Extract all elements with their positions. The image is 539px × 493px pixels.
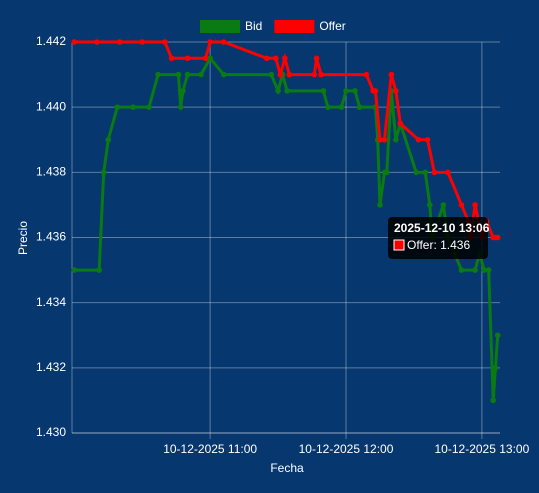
point xyxy=(424,136,431,143)
point xyxy=(494,332,501,339)
point xyxy=(71,267,78,273)
point xyxy=(383,169,390,176)
point xyxy=(372,88,379,94)
point xyxy=(485,267,492,273)
point xyxy=(363,71,370,78)
y-tick-label: 1.434 xyxy=(36,295,66,309)
point xyxy=(352,88,358,94)
point xyxy=(282,55,288,62)
y-tick-label: 1.440 xyxy=(36,99,66,113)
legend-swatch[interactable] xyxy=(200,20,240,33)
y-tick-label: 1.442 xyxy=(36,34,66,48)
x-axis-label: Fecha xyxy=(270,461,304,475)
point xyxy=(311,71,318,78)
point xyxy=(175,71,182,78)
point xyxy=(381,136,388,143)
point xyxy=(458,202,465,208)
point xyxy=(96,267,102,273)
point xyxy=(284,88,290,94)
point xyxy=(184,55,191,62)
point xyxy=(273,55,279,62)
point xyxy=(492,365,499,371)
point xyxy=(490,397,497,404)
point xyxy=(100,169,107,176)
y-tick-label: 1.432 xyxy=(36,360,66,374)
y-tick-label: 1.430 xyxy=(36,425,66,439)
point xyxy=(356,104,363,110)
point xyxy=(168,55,175,62)
x-tick-label: 10-12-2025 13:00 xyxy=(435,442,530,456)
point xyxy=(139,39,146,45)
point xyxy=(180,88,186,94)
point xyxy=(198,71,204,78)
point xyxy=(220,71,227,78)
point xyxy=(431,169,438,176)
point xyxy=(393,88,399,94)
point xyxy=(338,104,345,110)
y-axis-label: Precio xyxy=(16,221,30,255)
point xyxy=(220,39,227,45)
point xyxy=(207,39,213,45)
point xyxy=(440,202,447,208)
point xyxy=(313,55,320,62)
tooltip-title: 2025-12-10 13:06 xyxy=(394,221,490,235)
tooltip-swatch xyxy=(393,239,405,251)
point xyxy=(377,202,383,208)
point xyxy=(413,169,420,176)
point xyxy=(202,55,209,62)
point xyxy=(268,71,275,78)
point xyxy=(94,39,100,45)
point xyxy=(320,88,327,94)
point xyxy=(397,120,404,127)
point xyxy=(116,39,123,45)
point xyxy=(130,104,136,110)
point xyxy=(263,55,270,62)
point xyxy=(275,88,281,94)
y-tick-label: 1.436 xyxy=(36,230,66,244)
y-tick-label: 1.438 xyxy=(36,165,66,179)
x-tick-label: 10-12-2025 12:00 xyxy=(299,442,394,456)
point xyxy=(162,39,168,45)
point xyxy=(445,169,451,176)
point xyxy=(71,39,78,45)
point xyxy=(388,71,395,78)
point xyxy=(481,267,487,273)
point xyxy=(426,202,433,208)
point xyxy=(155,71,161,78)
x-tick-label: 10-12-2025 11:00 xyxy=(163,442,257,456)
point xyxy=(422,169,429,176)
tooltip-text: Offer: 1.436 xyxy=(407,238,470,252)
point xyxy=(458,267,465,273)
point xyxy=(318,71,324,78)
tooltip-box xyxy=(388,217,488,259)
legend-label[interactable]: Offer xyxy=(319,19,345,33)
point xyxy=(286,71,293,78)
point xyxy=(325,104,331,110)
point xyxy=(494,234,501,241)
point xyxy=(114,104,121,110)
tooltip: 2025-12-10 13:06 Offer: 1.436 xyxy=(388,217,490,259)
point xyxy=(472,202,478,208)
point xyxy=(277,71,284,78)
legend-swatch[interactable] xyxy=(274,20,315,33)
legend-label[interactable]: Bid xyxy=(245,19,262,33)
point xyxy=(105,136,112,143)
point xyxy=(472,267,478,273)
point xyxy=(177,104,184,110)
point xyxy=(393,136,399,143)
point xyxy=(377,136,383,143)
point xyxy=(146,104,152,110)
series-line xyxy=(74,40,498,239)
point xyxy=(343,88,349,94)
point xyxy=(415,136,422,143)
point xyxy=(207,55,213,62)
point xyxy=(184,71,191,78)
